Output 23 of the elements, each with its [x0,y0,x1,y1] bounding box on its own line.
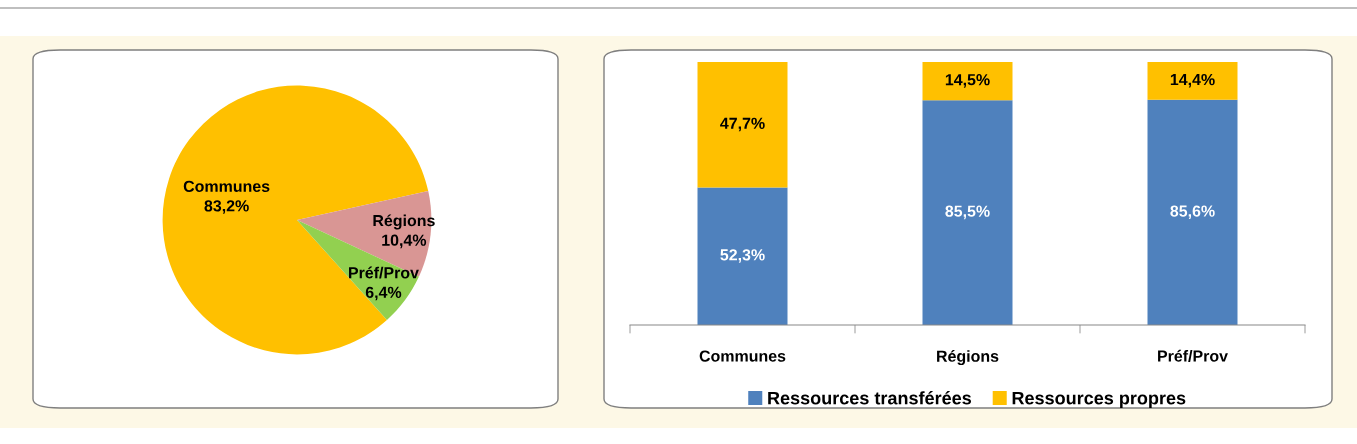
data-label: 6,4% [365,286,402,301]
slice-label: Communes [183,180,270,192]
x-tick-label: Communes [699,350,786,362]
data-label: 52,3% [720,249,765,263]
legend-label: Ressources propres [1012,391,1186,409]
bar [1147,62,1238,100]
data-label: 83,2% [204,200,249,214]
data-label: 85,5% [945,205,990,220]
legend-label: Ressources transférées [768,391,972,405]
x-tick-label: Préf/Prov [1158,349,1228,362]
data-label: 47,7% [720,117,765,132]
data-label: 14,4% [1170,73,1215,88]
bar [922,62,1013,101]
bar [1147,99,1238,325]
slice-label: Régions [373,214,435,230]
data-label: 10,4% [382,234,427,249]
bar [697,62,788,188]
bar [697,187,788,325]
data-label: 85,6% [1170,205,1215,220]
x-tick-label: Régions [937,350,999,366]
slice-label: Préf/Prov [349,266,419,279]
data-label: 14,5% [945,74,990,88]
bar [922,100,1013,325]
